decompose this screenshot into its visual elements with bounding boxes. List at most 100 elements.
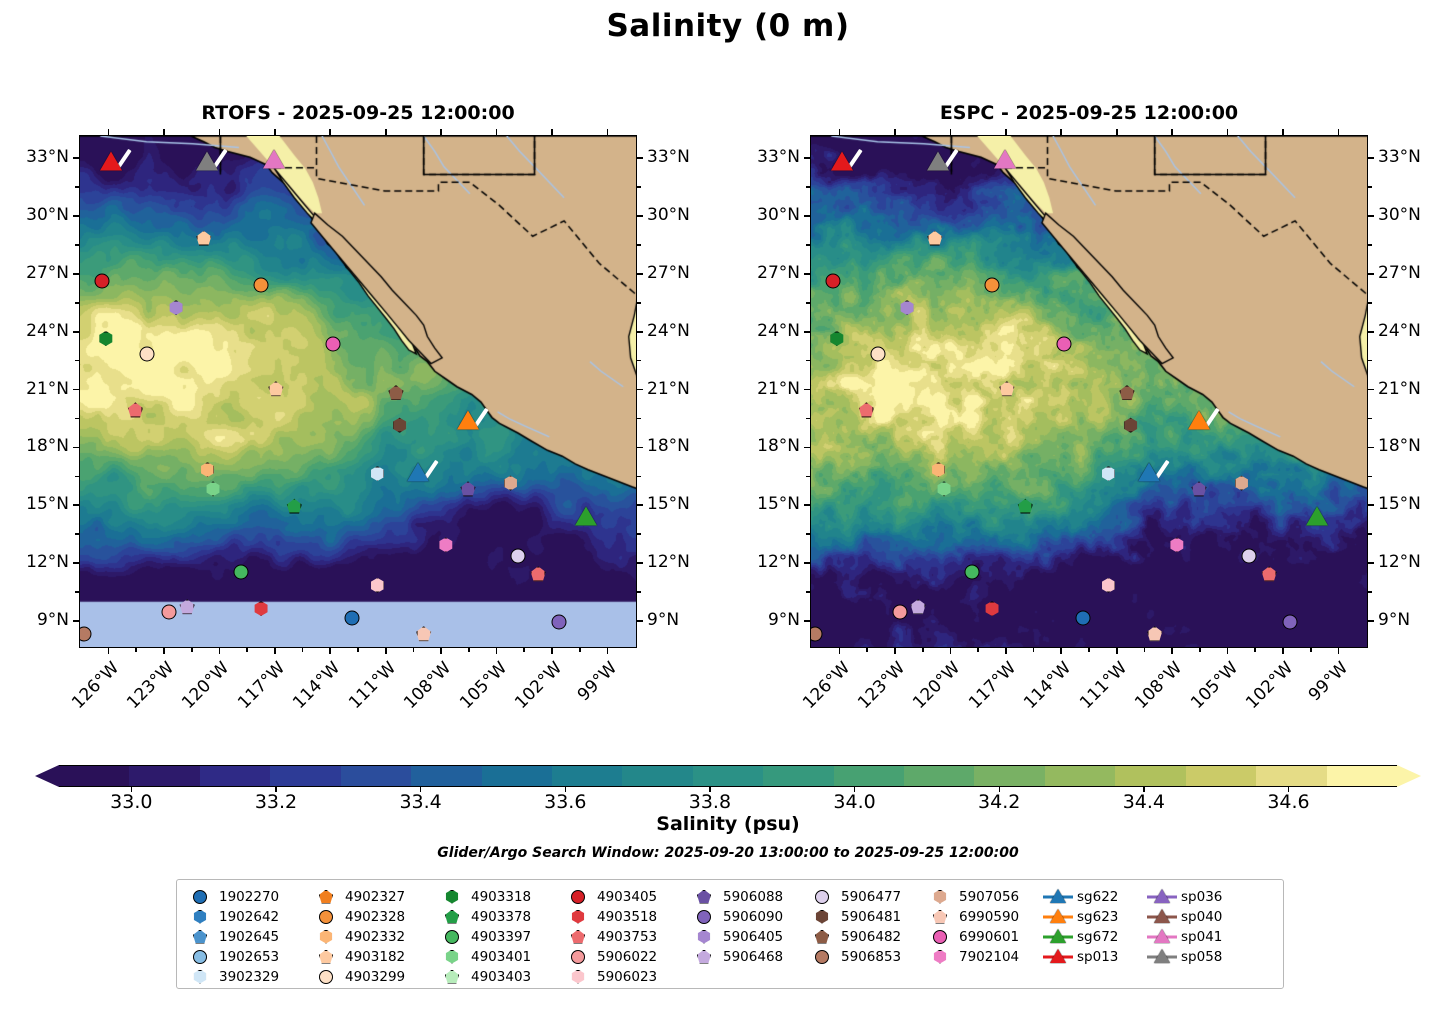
legend-entry-sg622[interactable]: sg622 bbox=[1043, 887, 1147, 906]
map-marker-4903397[interactable] bbox=[233, 564, 249, 580]
map-marker-5906477[interactable] bbox=[510, 548, 526, 564]
lat-tickmark bbox=[1368, 562, 1374, 564]
legend-entry-sp058[interactable]: sp058 bbox=[1147, 947, 1251, 966]
map-marker-4903405[interactable] bbox=[825, 273, 841, 289]
map-marker-5906405[interactable] bbox=[169, 300, 183, 316]
map-marker-sg672[interactable] bbox=[1306, 506, 1329, 526]
legend-entry-4903753[interactable]: 4903753 bbox=[563, 927, 689, 946]
legend-entry-5906468[interactable]: 5906468 bbox=[689, 947, 807, 966]
map-marker-5906090[interactable] bbox=[1282, 614, 1298, 630]
legend-entry-4903299[interactable]: 4903299 bbox=[311, 967, 437, 986]
legend-entry-5906482[interactable]: 5906482 bbox=[807, 927, 925, 946]
legend-entry-1902270[interactable]: 1902270 bbox=[185, 887, 311, 906]
legend-entry-5906088[interactable]: 5906088 bbox=[689, 887, 807, 906]
legend-shape bbox=[193, 889, 207, 904]
legend-entry-sp036[interactable]: sp036 bbox=[1147, 887, 1251, 906]
map-marker-1902270[interactable] bbox=[344, 610, 360, 626]
map-marker-5906477[interactable] bbox=[1241, 548, 1257, 564]
map-marker-7902104[interactable] bbox=[439, 537, 453, 553]
legend-entry-4902327[interactable]: 4902327 bbox=[311, 887, 437, 906]
map-marker-4903299[interactable] bbox=[139, 346, 155, 362]
map-marker-5906090[interactable] bbox=[551, 614, 567, 630]
map-marker-1902270[interactable] bbox=[1075, 610, 1091, 626]
legend-entry-sp041[interactable]: sp041 bbox=[1147, 927, 1251, 946]
map-marker-sp058[interactable] bbox=[196, 151, 219, 171]
map-marker-5907056[interactable] bbox=[1235, 475, 1248, 491]
map-marker-5906853[interactable] bbox=[80, 626, 92, 642]
legend-entry-7902104[interactable]: 7902104 bbox=[925, 947, 1043, 966]
map-marker-sp013[interactable] bbox=[831, 151, 854, 171]
map-marker-4902328[interactable] bbox=[984, 277, 1000, 292]
legend-entry-5906477[interactable]: 5906477 bbox=[807, 887, 925, 906]
legend-entry-sp013[interactable]: sp013 bbox=[1043, 947, 1147, 966]
legend-entry-1902653[interactable]: 1902653 bbox=[185, 947, 311, 966]
map-marker-3902329[interactable] bbox=[1102, 466, 1115, 481]
legend-entry-sg623[interactable]: sg623 bbox=[1043, 907, 1147, 926]
map-marker-5906853[interactable] bbox=[811, 626, 823, 642]
legend-entry-4903405[interactable]: 4903405 bbox=[563, 887, 689, 906]
map-marker-4903518[interactable] bbox=[985, 601, 999, 616]
map-marker-sg623[interactable] bbox=[1188, 410, 1210, 429]
map-marker-4903318[interactable] bbox=[830, 331, 844, 346]
legend-entry-4902328[interactable]: 4902328 bbox=[311, 907, 437, 926]
map-marker-4903299[interactable] bbox=[870, 346, 886, 362]
map-marker-4902332[interactable] bbox=[932, 462, 945, 478]
legend-entry-4903182[interactable]: 4903182 bbox=[311, 947, 437, 966]
map-marker-5906023[interactable] bbox=[371, 577, 384, 593]
map-marker-5907056[interactable] bbox=[504, 475, 517, 491]
map-marker-5906023[interactable] bbox=[1102, 577, 1115, 593]
legend-entry-4903378[interactable]: 4903378 bbox=[437, 907, 563, 926]
map-marker-4902332[interactable] bbox=[201, 462, 214, 478]
map-marker-5906481[interactable] bbox=[393, 417, 407, 433]
map-marker-sp013[interactable] bbox=[100, 151, 123, 171]
map-marker-5906405[interactable] bbox=[900, 300, 914, 316]
legend-entry-5906853[interactable]: 5906853 bbox=[807, 947, 925, 966]
legend-entry-6990590[interactable]: 6990590 bbox=[925, 907, 1043, 926]
map-marker-5906022[interactable] bbox=[892, 604, 908, 620]
map-marker-4903401[interactable] bbox=[206, 481, 220, 497]
legend-entry-1902645[interactable]: 1902645 bbox=[185, 927, 311, 946]
map-marker-4902328[interactable] bbox=[253, 277, 269, 292]
legend-entry-5906022[interactable]: 5906022 bbox=[563, 947, 689, 966]
legend-entry-6990601[interactable]: 6990601 bbox=[925, 927, 1043, 946]
map-marker-4903318[interactable] bbox=[99, 331, 113, 346]
legend[interactable]: 1902270 1902642 1902645 1902653 3902329 49023… bbox=[176, 879, 1284, 989]
map-marker-4903401[interactable] bbox=[937, 481, 951, 497]
map-marker-6990601[interactable] bbox=[1056, 336, 1072, 352]
map-marker-sp058[interactable] bbox=[927, 151, 950, 171]
map-panel-espc[interactable]: ESPC - 2025-09-25 12:00:00 33°N 33°N 30°N 3… bbox=[757, 102, 1421, 713]
legend-entry-5906023[interactable]: 5906023 bbox=[563, 967, 689, 986]
legend-entry-5906405[interactable]: 5906405 bbox=[689, 927, 807, 946]
legend-entry-5906090[interactable]: 5906090 bbox=[689, 907, 807, 926]
legend-entry-4902332[interactable]: 4902332 bbox=[311, 927, 437, 946]
legend-label: 4902327 bbox=[345, 888, 406, 905]
legend-entry-sg672[interactable]: sg672 bbox=[1043, 927, 1147, 946]
map-marker-4903397[interactable] bbox=[964, 564, 980, 580]
legend-entry-4903403[interactable]: 4903403 bbox=[437, 967, 563, 986]
map-marker-6990601[interactable] bbox=[325, 336, 341, 352]
map-marker-sg623[interactable] bbox=[457, 410, 479, 429]
legend-entry-3902329[interactable]: 3902329 bbox=[185, 967, 311, 986]
map-frame-espc[interactable] bbox=[810, 135, 1368, 648]
map-marker-4903518[interactable] bbox=[254, 601, 268, 616]
map-marker-5906022[interactable] bbox=[161, 604, 177, 620]
legend-entry-5906481[interactable]: 5906481 bbox=[807, 907, 925, 926]
map-marker-3902329[interactable] bbox=[371, 466, 384, 481]
map-marker-sp041[interactable] bbox=[263, 149, 285, 169]
map-panel-rtofs[interactable]: RTOFS - 2025-09-25 12:00:00 33°N 33°N 30°N… bbox=[26, 102, 690, 713]
legend-entry-5907056[interactable]: 5907056 bbox=[925, 887, 1043, 906]
map-marker-sg672[interactable] bbox=[575, 506, 598, 526]
legend-entry-4903518[interactable]: 4903518 bbox=[563, 907, 689, 926]
legend-entry-4903401[interactable]: 4903401 bbox=[437, 947, 563, 966]
map-marker-sg622[interactable] bbox=[1138, 462, 1161, 482]
map-frame-rtofs[interactable] bbox=[79, 135, 637, 648]
map-marker-sg622[interactable] bbox=[407, 462, 430, 482]
map-marker-sp041[interactable] bbox=[994, 149, 1016, 169]
map-marker-7902104[interactable] bbox=[1170, 537, 1184, 553]
map-marker-4903405[interactable] bbox=[94, 273, 110, 289]
map-marker-5906481[interactable] bbox=[1124, 417, 1138, 433]
legend-entry-sp040[interactable]: sp040 bbox=[1147, 907, 1251, 926]
legend-entry-1902642[interactable]: 1902642 bbox=[185, 907, 311, 926]
legend-entry-4903397[interactable]: 4903397 bbox=[437, 927, 563, 946]
legend-entry-4903318[interactable]: 4903318 bbox=[437, 887, 563, 906]
